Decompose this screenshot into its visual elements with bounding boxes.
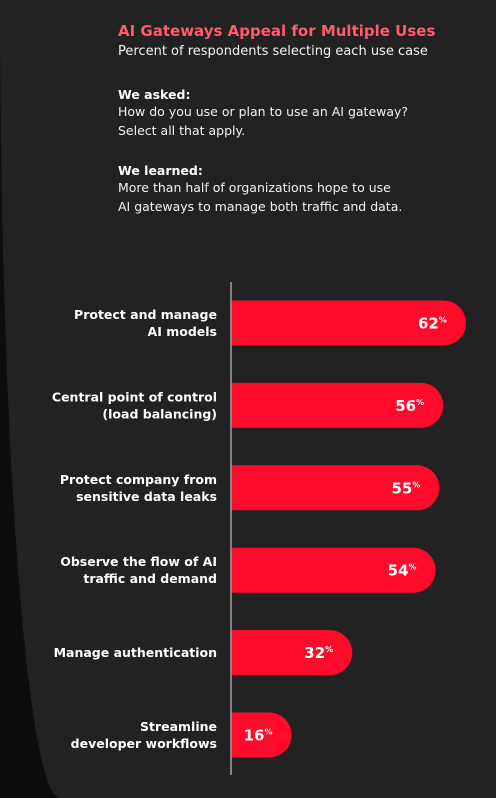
asked-line: Select all that apply. <box>118 123 246 138</box>
value-label: 54% <box>388 562 417 580</box>
chart-subtitle: Percent of respondents selecting each us… <box>118 44 428 59</box>
bar <box>231 382 444 428</box>
value-label: 62% <box>418 315 447 333</box>
value-label: 16% <box>244 727 273 745</box>
category-label: Manage authentication <box>54 645 217 660</box>
category-label: Streamline developer workflows <box>71 719 217 751</box>
bar <box>231 300 466 346</box>
category-label: Protect company from sensitive data leaks <box>60 472 217 504</box>
bar <box>231 712 292 758</box>
learned-text: More than half of organizations hope to … <box>118 178 458 216</box>
value-label: 32% <box>304 644 333 662</box>
value-label: 55% <box>391 479 420 497</box>
asked-heading: We asked: <box>118 87 191 102</box>
learned-line: More than half of organizations hope to … <box>118 180 391 195</box>
learned-line: AI gateways to manage both traffic and d… <box>118 199 403 214</box>
learned-heading: We learned: <box>118 163 203 178</box>
asked-line: How do you use or plan to use an AI gate… <box>118 104 409 119</box>
value-label: 56% <box>395 397 424 415</box>
bar <box>231 547 436 593</box>
category-label: Protect and manage AI models <box>74 307 217 339</box>
category-label: Observe the flow of AI traffic and demand <box>60 554 217 586</box>
bar <box>231 630 353 676</box>
asked-text: How do you use or plan to use an AI gate… <box>118 102 458 140</box>
chart-title: AI Gateways Appeal for Multiple Uses <box>118 22 436 40</box>
category-label: Central point of control (load balancing) <box>52 389 217 421</box>
bar <box>231 465 440 511</box>
